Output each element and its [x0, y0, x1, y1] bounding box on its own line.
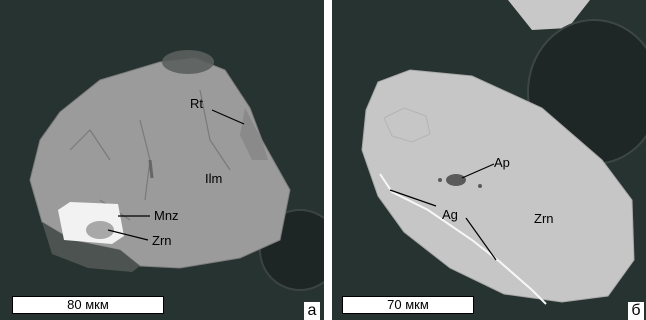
micrograph-image-a: [0, 0, 324, 320]
apatite-inclusion: [446, 174, 466, 186]
label-zrn-b: Zrn: [534, 211, 554, 226]
rt-pointer: [211, 109, 245, 125]
ag-pointer-1: [389, 189, 437, 207]
label-ag: Ag: [442, 207, 458, 222]
micrograph-panel-b: Ap Ag Zrn 70 мкм б: [332, 0, 646, 320]
zircon-inclusion: [86, 221, 114, 239]
silver-vein: [379, 173, 547, 305]
panel-letter-a: а: [304, 302, 320, 320]
label-ap: Ap: [494, 155, 510, 170]
scale-bar-a: 80 мкм: [12, 296, 164, 314]
label-zrn: Zrn: [152, 233, 172, 248]
bright-patch: [508, 0, 590, 30]
monazite-grain: [58, 202, 124, 244]
panel-letter-b: б: [628, 302, 644, 320]
micrograph-panel-a: Rt Ilm Mnz Zrn 80 мкм а: [0, 0, 324, 320]
zircon-crystal: [361, 69, 635, 303]
zrn-pointer: [107, 229, 149, 241]
dark-rim: [42, 222, 140, 272]
rutile-rim: [240, 108, 268, 160]
ap-pointer: [461, 163, 495, 179]
label-ilm: Ilm: [205, 171, 223, 186]
label-mnz: Mnz: [154, 208, 179, 223]
label-rt: Rt: [190, 96, 203, 111]
scale-bar-b: 70 мкм: [342, 296, 474, 314]
ag-pointer-2: [465, 217, 497, 261]
micrograph-image-b: [332, 0, 646, 320]
